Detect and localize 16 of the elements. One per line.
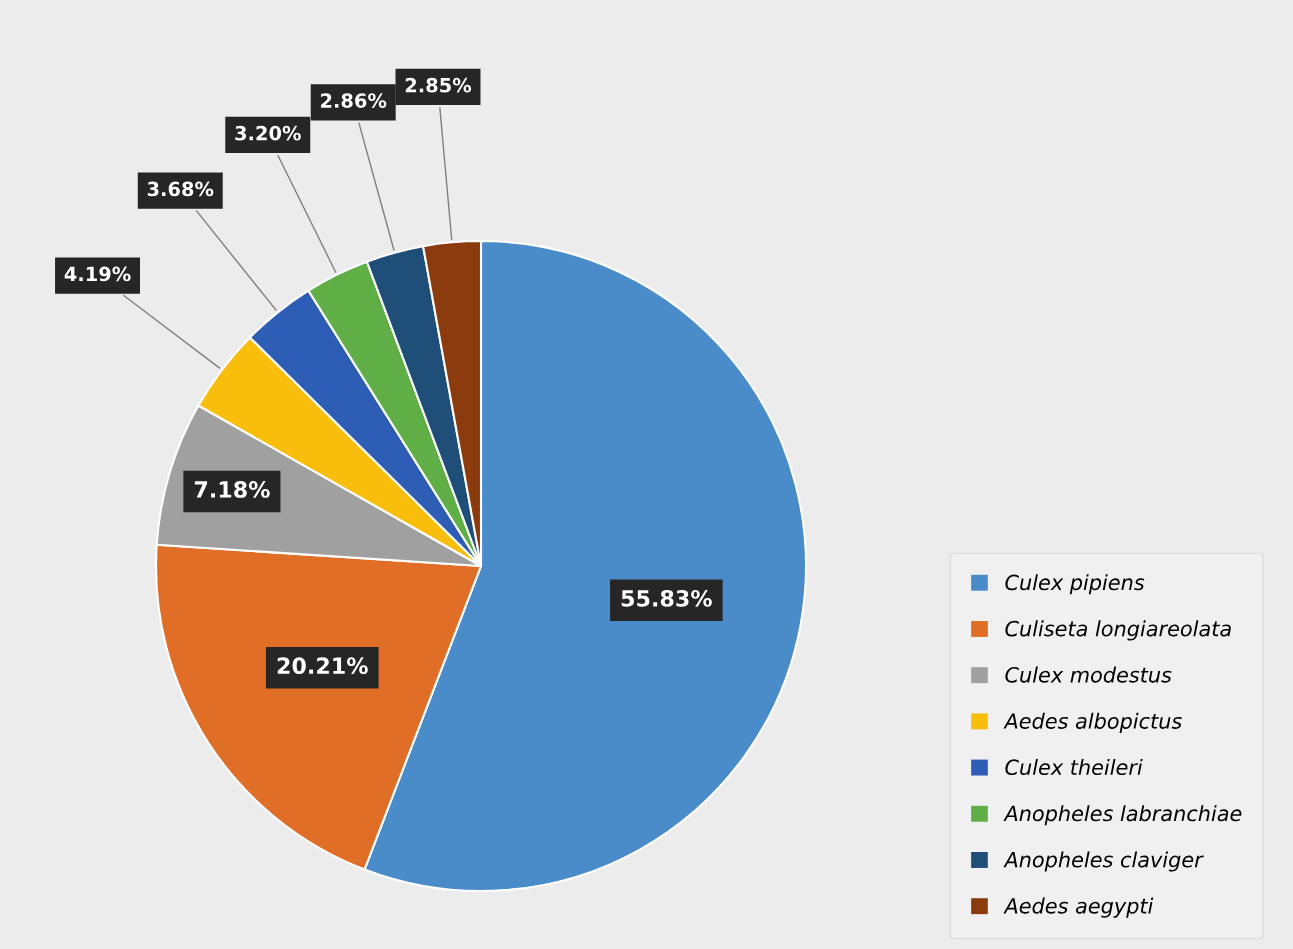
data-label: 7.18% xyxy=(194,481,270,498)
legend-label: Culiseta longiareolata xyxy=(1005,620,1231,641)
data-label: 3.68% xyxy=(147,181,214,197)
legend-label: Anopheles labranchiae xyxy=(1003,805,1242,826)
data-label: 55.83% xyxy=(621,589,712,607)
data-label: 3.20% xyxy=(235,125,301,141)
data-label: 4.19% xyxy=(64,266,131,282)
data-label: 20.21% xyxy=(277,657,368,675)
legend-label: Anopheles claviger xyxy=(1003,851,1204,872)
legend-label: Culex modestus xyxy=(1005,666,1172,683)
legend-label: Culex pipiens xyxy=(1005,574,1145,595)
legend-label: Culex theileri xyxy=(1005,758,1143,776)
data-label: 2.86% xyxy=(321,93,387,108)
data-label: 2.85% xyxy=(405,77,472,93)
legend-label: Aedes albopictus xyxy=(1003,712,1182,733)
legend-label: Aedes aegypti xyxy=(1003,897,1154,918)
